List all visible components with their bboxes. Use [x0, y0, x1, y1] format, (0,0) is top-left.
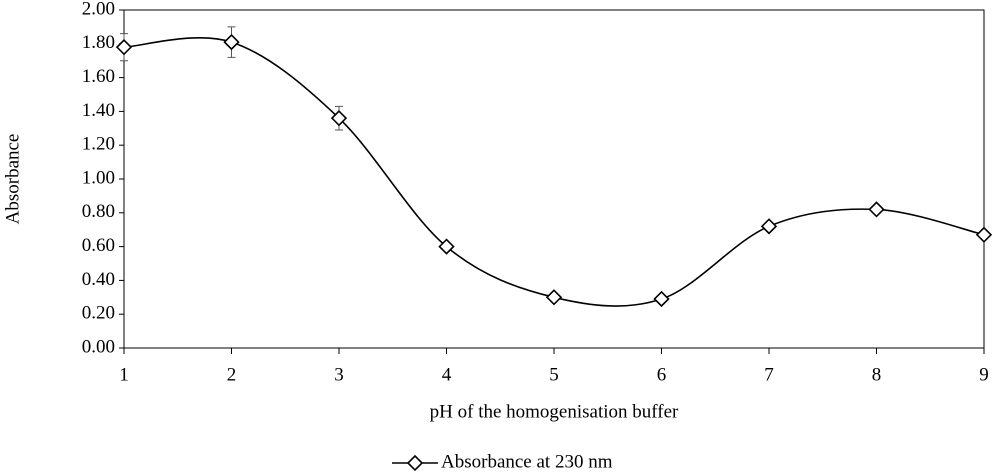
y-tick-label: 0.40	[82, 269, 115, 290]
x-tick-label: 2	[227, 364, 237, 385]
y-axis-label: Absorbance	[2, 134, 23, 225]
y-tick-label: 0.20	[82, 303, 115, 324]
data-point	[330, 110, 348, 127]
data-point	[545, 289, 563, 306]
x-tick-label: 1	[119, 364, 129, 385]
data-point	[438, 238, 455, 255]
y-tick-label: 2.00	[82, 0, 115, 19]
data-point	[115, 39, 133, 56]
y-tick-label: 0.00	[82, 336, 115, 357]
x-tick-label: 3	[334, 364, 344, 385]
y-tick-label: 0.80	[82, 201, 115, 222]
x-tick-label: 8	[872, 364, 882, 385]
x-tick-label: 7	[764, 364, 774, 385]
y-tick-label: 0.60	[82, 235, 115, 256]
data-point	[975, 226, 993, 243]
data-point	[760, 218, 778, 235]
y-tick-label: 1.80	[82, 32, 115, 53]
y-tick-label: 1.60	[82, 66, 115, 87]
y-tick-label: 1.20	[82, 134, 115, 155]
x-tick-label: 9	[979, 364, 989, 385]
x-tick-label: 4	[442, 364, 452, 385]
y-tick-label: 1.00	[82, 167, 115, 188]
x-tick-label: 5	[549, 364, 559, 385]
data-point	[868, 201, 885, 218]
y-tick-label: 1.40	[82, 100, 115, 121]
data-point	[223, 33, 240, 51]
x-axis-label: pH of the homogenisation buffer	[430, 401, 679, 422]
series-line	[123, 36, 985, 307]
data-point	[653, 290, 670, 308]
legend-label: Absorbance at 230 nm	[441, 451, 613, 472]
legend-marker	[406, 454, 424, 472]
x-tick-label: 6	[657, 364, 667, 385]
